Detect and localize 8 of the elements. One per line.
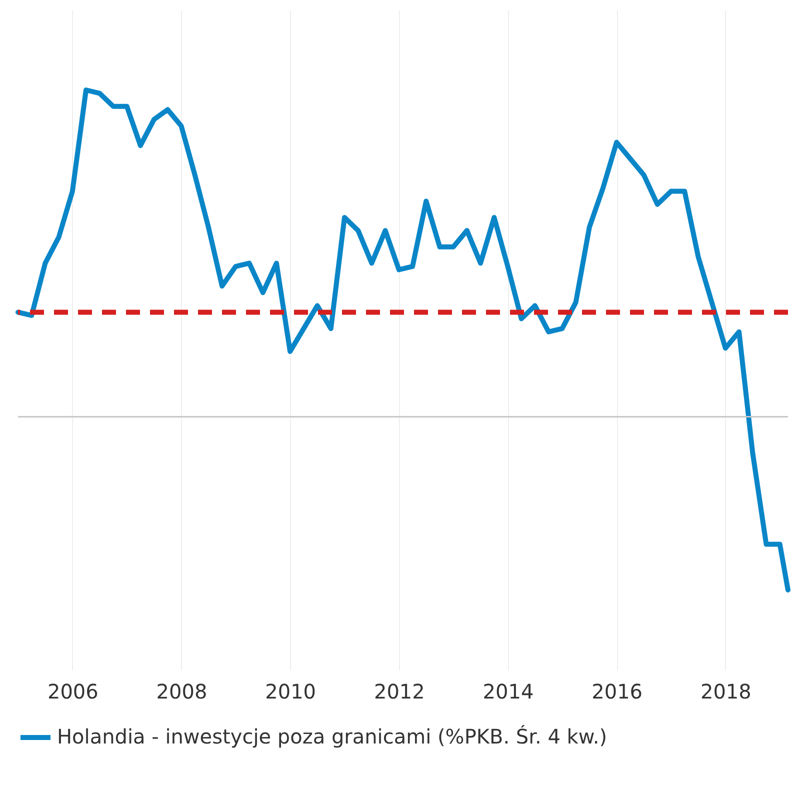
x-tick-label: 2012 xyxy=(374,680,425,704)
x-tick-label: 2014 xyxy=(482,680,534,704)
x-tick-label: 2008 xyxy=(156,680,208,704)
x-tick-label: 2016 xyxy=(592,680,643,704)
legend-label: Holandia - inwestycje poza granicami (%PKB. Śr. 4 kw.) xyxy=(57,724,608,748)
x-tick-label: 2018 xyxy=(700,680,752,704)
x-tick-label: 2010 xyxy=(265,680,316,704)
x-tick-label: 2006 xyxy=(47,680,98,704)
